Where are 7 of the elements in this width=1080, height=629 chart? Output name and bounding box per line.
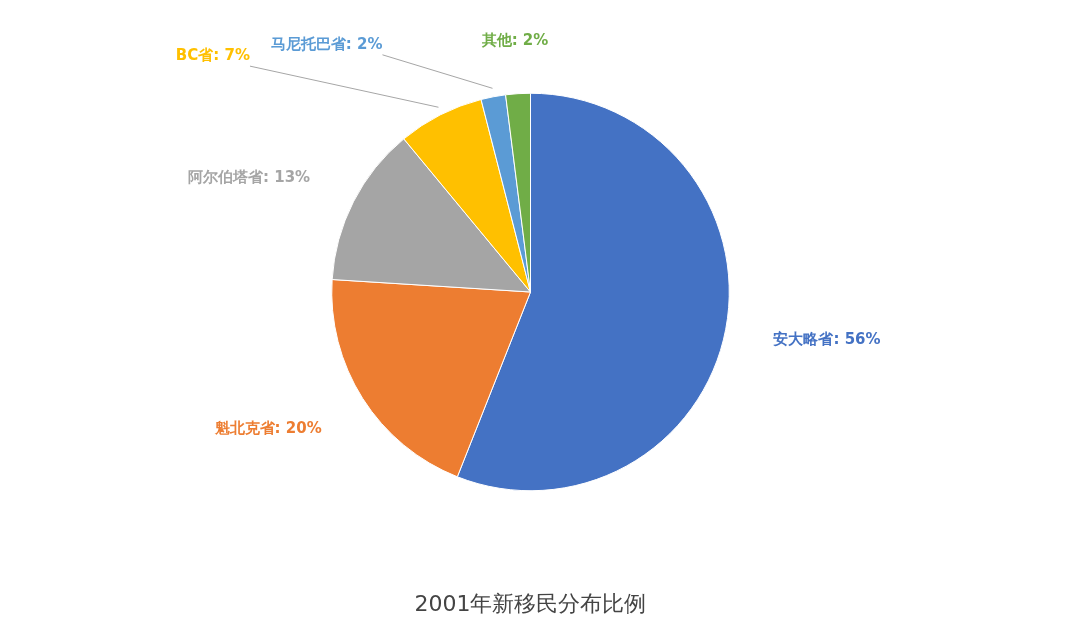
slice-label: BC省: 7% bbox=[175, 45, 250, 64]
text: 2001年新移民分布比例 bbox=[414, 590, 647, 616]
slice-label: 阿尔伯塔省: 13% bbox=[188, 168, 311, 187]
slice-label: 马尼托巴省: 2% bbox=[270, 34, 383, 53]
slice-label: 其他: 2% bbox=[480, 30, 549, 49]
slice-label: 安大略省: 56% bbox=[773, 330, 881, 349]
slice-label: 魁北克省: 20% bbox=[213, 418, 322, 437]
